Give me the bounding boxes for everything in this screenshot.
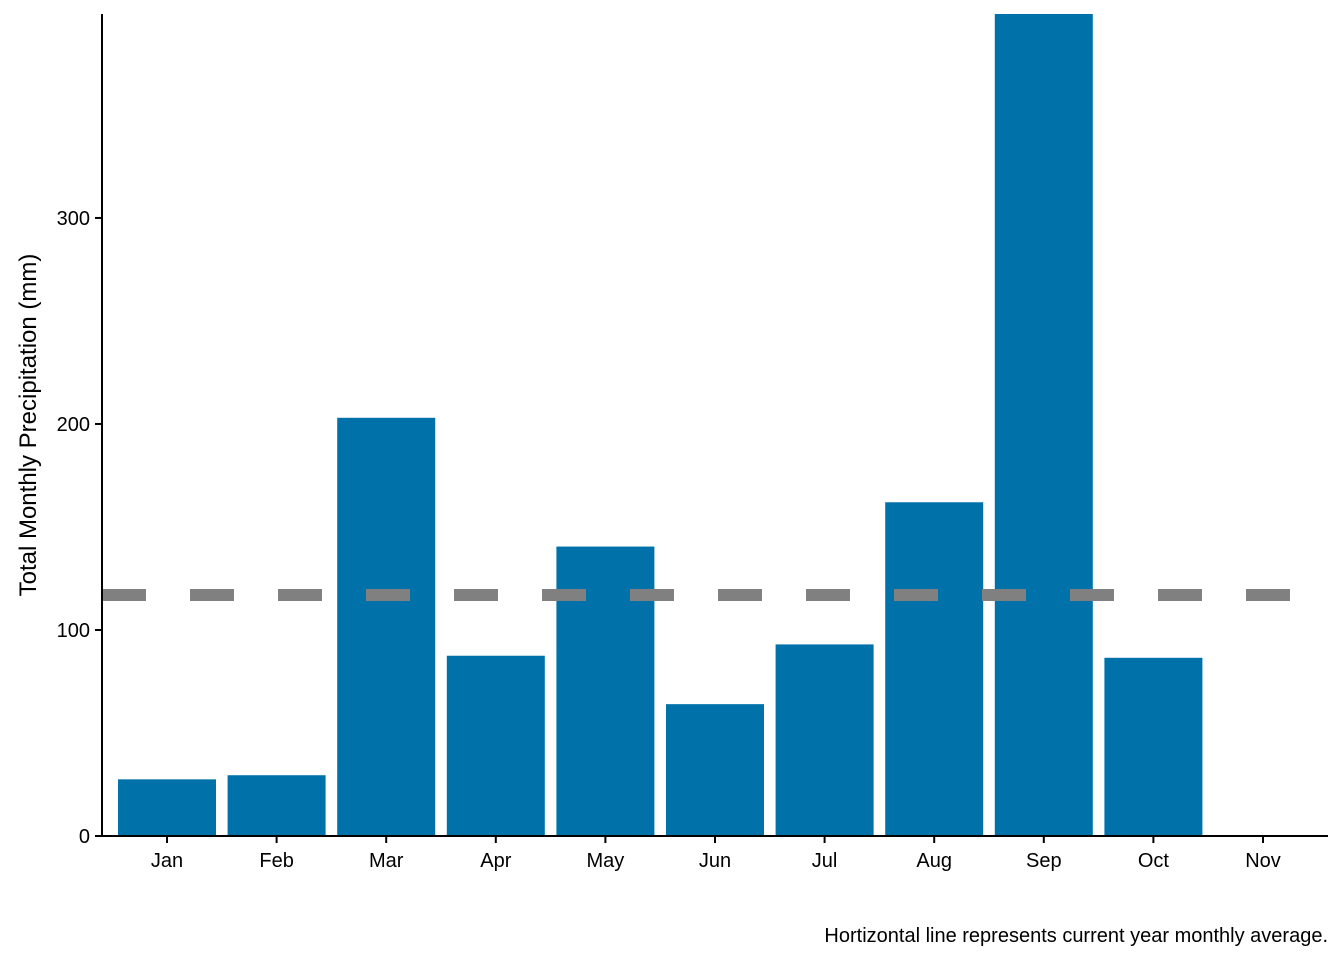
- x-tick-label: Apr: [480, 850, 511, 872]
- y-tick-label: 300: [57, 208, 90, 230]
- y-tick-label: 200: [57, 414, 90, 436]
- y-ticks: 0 100 200 300: [57, 208, 102, 848]
- bar-sep: [994, 14, 1093, 836]
- x-tick-label: Mar: [369, 850, 404, 872]
- x-tick-label: May: [587, 850, 625, 872]
- chart-caption: Hortizontal line represents current year…: [824, 925, 1328, 947]
- bar-oct: [1104, 657, 1203, 836]
- bar-jul: [775, 644, 874, 836]
- x-tick-label: Jun: [699, 850, 731, 872]
- bar-aug: [885, 502, 984, 836]
- bars-layer: [118, 14, 1203, 836]
- x-tick-label: Oct: [1138, 850, 1170, 872]
- x-tick-label: Aug: [916, 850, 952, 872]
- bar-jun: [666, 704, 764, 836]
- bar-jan: [118, 779, 216, 836]
- x-tick-label: Sep: [1026, 850, 1062, 872]
- bar-feb: [227, 775, 326, 836]
- bar-apr: [446, 655, 545, 836]
- x-tick-label: Jul: [812, 850, 838, 872]
- bar-mar: [337, 417, 436, 836]
- x-ticks: Jan Feb Mar Apr May Jun Jul Aug Sep Oct Nov: [151, 836, 1281, 872]
- x-tick-label: Feb: [259, 850, 293, 872]
- x-tick-label: Jan: [151, 850, 183, 872]
- x-tick-label: Nov: [1245, 850, 1281, 872]
- y-tick-label: 100: [57, 620, 90, 642]
- y-axis-title: Total Monthly Precipitation (mm): [15, 254, 42, 597]
- y-tick-label: 0: [79, 826, 90, 848]
